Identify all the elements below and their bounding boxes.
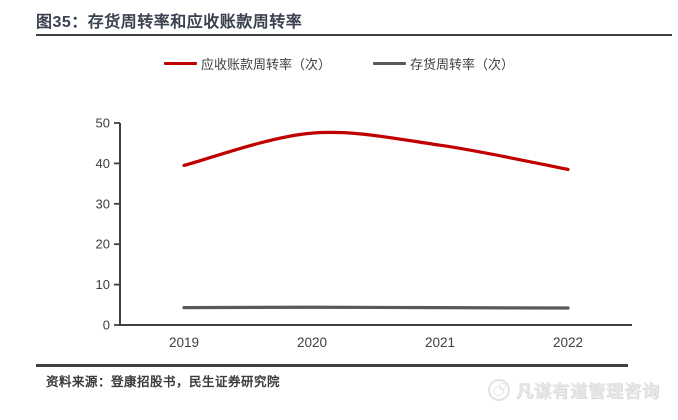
x-tick-label: 2021 (425, 335, 455, 350)
watermark-logo-icon (488, 378, 510, 401)
legend-label: 存货周转率（次） (410, 57, 515, 72)
axis-lines (119, 123, 632, 326)
legend-item-receivables: 应收账款周转率（次） (163, 54, 331, 73)
source-note: 资料来源：登康招股书，民生证券研究院 (46, 375, 281, 389)
line-chart: 0 10 20 30 40 50 2019 2020 2021 2022 (96, 116, 632, 350)
series-line (182, 305, 570, 310)
legend-line-red-icon (163, 61, 197, 66)
x-tick-label: 2020 (297, 335, 327, 350)
chart-title: 图35：存货周转率和应收账款周转率 (36, 14, 303, 31)
series-line (182, 130, 570, 172)
chart-area: 0 10 20 30 40 50 2019 2020 2021 2022 (96, 116, 632, 350)
y-tick-label: 30 (96, 196, 110, 211)
watermark: 凡谋有道管理咨询 (488, 377, 660, 402)
y-tick-label: 10 (96, 277, 110, 292)
legend-item-inventory: 存货周转率（次） (373, 54, 514, 73)
y-tick-label: 40 (96, 156, 110, 171)
x-tick-label: 2019 (169, 335, 199, 350)
y-tick-label: 20 (96, 237, 110, 252)
legend-line-gray-icon (373, 61, 406, 66)
footer-divider (36, 364, 628, 367)
chart-legend: 应收账款周转率（次） 存货周转率（次） (0, 54, 678, 73)
y-tick-label: 50 (96, 116, 110, 131)
x-tick-label: 2022 (553, 335, 583, 350)
y-tick-label: 0 (103, 318, 110, 333)
legend-label: 应收账款周转率（次） (200, 57, 331, 72)
watermark-text: 凡谋有道管理咨询 (516, 382, 660, 401)
title-underline (36, 34, 672, 36)
